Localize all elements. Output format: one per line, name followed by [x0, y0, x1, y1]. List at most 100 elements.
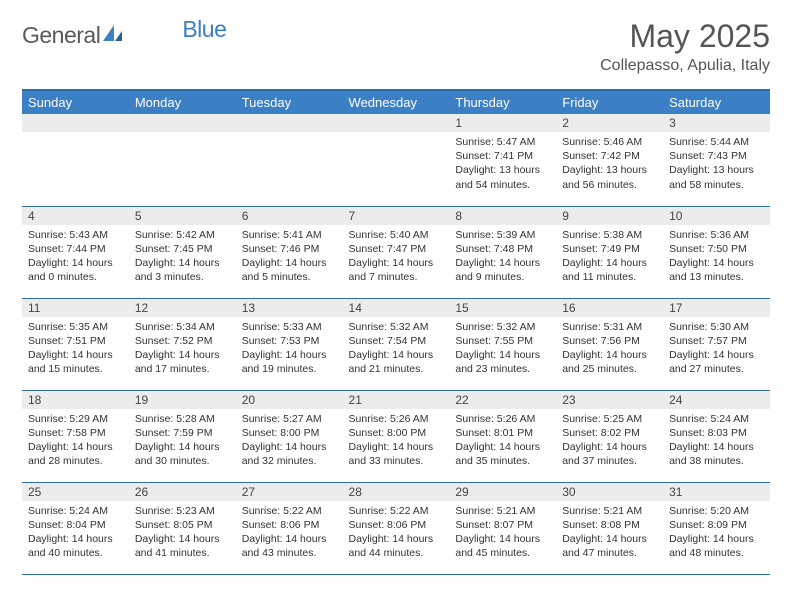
day-number	[343, 114, 450, 132]
daylight-text: Daylight: 14 hours and 45 minutes.	[455, 532, 550, 560]
day-detail: Sunrise: 5:29 AMSunset: 7:58 PMDaylight:…	[22, 409, 129, 473]
day-number: 16	[556, 299, 663, 317]
day-cell: 28Sunrise: 5:22 AMSunset: 8:06 PMDayligh…	[343, 482, 450, 574]
sunrise-text: Sunrise: 5:39 AM	[455, 228, 550, 242]
day-number: 1	[449, 114, 556, 132]
day-cell: 29Sunrise: 5:21 AMSunset: 8:07 PMDayligh…	[449, 482, 556, 574]
day-cell: 6Sunrise: 5:41 AMSunset: 7:46 PMDaylight…	[236, 206, 343, 298]
calendar-table: SundayMondayTuesdayWednesdayThursdayFrid…	[22, 89, 770, 575]
daylight-text: Daylight: 13 hours and 56 minutes.	[562, 163, 657, 191]
day-number: 11	[22, 299, 129, 317]
daylight-text: Daylight: 13 hours and 58 minutes.	[669, 163, 764, 191]
sunrise-text: Sunrise: 5:33 AM	[242, 320, 337, 334]
sunrise-text: Sunrise: 5:32 AM	[349, 320, 444, 334]
sunrise-text: Sunrise: 5:22 AM	[349, 504, 444, 518]
day-number: 13	[236, 299, 343, 317]
sunrise-text: Sunrise: 5:34 AM	[135, 320, 230, 334]
day-number: 25	[22, 483, 129, 501]
sunrise-text: Sunrise: 5:43 AM	[28, 228, 123, 242]
day-cell: 26Sunrise: 5:23 AMSunset: 8:05 PMDayligh…	[129, 482, 236, 574]
sunset-text: Sunset: 7:43 PM	[669, 149, 764, 163]
sunset-text: Sunset: 8:00 PM	[242, 426, 337, 440]
dow-header: Tuesday	[236, 90, 343, 114]
day-number: 8	[449, 207, 556, 225]
day-cell: 12Sunrise: 5:34 AMSunset: 7:52 PMDayligh…	[129, 298, 236, 390]
sunrise-text: Sunrise: 5:38 AM	[562, 228, 657, 242]
daylight-text: Daylight: 14 hours and 11 minutes.	[562, 256, 657, 284]
daylight-text: Daylight: 14 hours and 28 minutes.	[28, 440, 123, 468]
week-row: 11Sunrise: 5:35 AMSunset: 7:51 PMDayligh…	[22, 298, 770, 390]
day-cell: 3Sunrise: 5:44 AMSunset: 7:43 PMDaylight…	[663, 114, 770, 206]
sunrise-text: Sunrise: 5:42 AM	[135, 228, 230, 242]
sunset-text: Sunset: 8:06 PM	[242, 518, 337, 532]
day-detail: Sunrise: 5:38 AMSunset: 7:49 PMDaylight:…	[556, 225, 663, 289]
week-row: 18Sunrise: 5:29 AMSunset: 7:58 PMDayligh…	[22, 390, 770, 482]
day-cell	[22, 114, 129, 206]
day-number: 12	[129, 299, 236, 317]
day-number: 30	[556, 483, 663, 501]
day-number: 9	[556, 207, 663, 225]
sunrise-text: Sunrise: 5:36 AM	[669, 228, 764, 242]
day-cell: 8Sunrise: 5:39 AMSunset: 7:48 PMDaylight…	[449, 206, 556, 298]
sunset-text: Sunset: 7:50 PM	[669, 242, 764, 256]
day-number: 6	[236, 207, 343, 225]
day-number: 7	[343, 207, 450, 225]
day-detail: Sunrise: 5:43 AMSunset: 7:44 PMDaylight:…	[22, 225, 129, 289]
day-detail: Sunrise: 5:42 AMSunset: 7:45 PMDaylight:…	[129, 225, 236, 289]
daylight-text: Daylight: 14 hours and 37 minutes.	[562, 440, 657, 468]
sunset-text: Sunset: 7:56 PM	[562, 334, 657, 348]
day-number: 3	[663, 114, 770, 132]
sunset-text: Sunset: 8:04 PM	[28, 518, 123, 532]
daylight-text: Daylight: 14 hours and 23 minutes.	[455, 348, 550, 376]
daylight-text: Daylight: 14 hours and 48 minutes.	[669, 532, 764, 560]
day-detail: Sunrise: 5:35 AMSunset: 7:51 PMDaylight:…	[22, 317, 129, 381]
day-cell: 17Sunrise: 5:30 AMSunset: 7:57 PMDayligh…	[663, 298, 770, 390]
daylight-text: Daylight: 14 hours and 9 minutes.	[455, 256, 550, 284]
day-number: 27	[236, 483, 343, 501]
sunrise-text: Sunrise: 5:41 AM	[242, 228, 337, 242]
dow-header: Monday	[129, 90, 236, 114]
day-cell: 19Sunrise: 5:28 AMSunset: 7:59 PMDayligh…	[129, 390, 236, 482]
day-cell: 23Sunrise: 5:25 AMSunset: 8:02 PMDayligh…	[556, 390, 663, 482]
day-number: 21	[343, 391, 450, 409]
sunset-text: Sunset: 7:57 PM	[669, 334, 764, 348]
sunset-text: Sunset: 7:46 PM	[242, 242, 337, 256]
sunset-text: Sunset: 7:59 PM	[135, 426, 230, 440]
day-cell: 25Sunrise: 5:24 AMSunset: 8:04 PMDayligh…	[22, 482, 129, 574]
day-detail: Sunrise: 5:27 AMSunset: 8:00 PMDaylight:…	[236, 409, 343, 473]
day-number: 20	[236, 391, 343, 409]
sunrise-text: Sunrise: 5:26 AM	[455, 412, 550, 426]
daylight-text: Daylight: 14 hours and 0 minutes.	[28, 256, 123, 284]
day-detail: Sunrise: 5:34 AMSunset: 7:52 PMDaylight:…	[129, 317, 236, 381]
day-cell: 31Sunrise: 5:20 AMSunset: 8:09 PMDayligh…	[663, 482, 770, 574]
week-row: 4Sunrise: 5:43 AMSunset: 7:44 PMDaylight…	[22, 206, 770, 298]
day-cell: 13Sunrise: 5:33 AMSunset: 7:53 PMDayligh…	[236, 298, 343, 390]
day-cell: 1Sunrise: 5:47 AMSunset: 7:41 PMDaylight…	[449, 114, 556, 206]
day-detail: Sunrise: 5:22 AMSunset: 8:06 PMDaylight:…	[343, 501, 450, 565]
sunrise-text: Sunrise: 5:22 AM	[242, 504, 337, 518]
daylight-text: Daylight: 14 hours and 38 minutes.	[669, 440, 764, 468]
dow-header: Friday	[556, 90, 663, 114]
sunset-text: Sunset: 7:58 PM	[28, 426, 123, 440]
day-number: 2	[556, 114, 663, 132]
daylight-text: Daylight: 14 hours and 17 minutes.	[135, 348, 230, 376]
day-number: 28	[343, 483, 450, 501]
day-detail: Sunrise: 5:46 AMSunset: 7:42 PMDaylight:…	[556, 132, 663, 196]
sunrise-text: Sunrise: 5:46 AM	[562, 135, 657, 149]
sunset-text: Sunset: 8:03 PM	[669, 426, 764, 440]
daylight-text: Daylight: 14 hours and 43 minutes.	[242, 532, 337, 560]
sunset-text: Sunset: 7:51 PM	[28, 334, 123, 348]
dow-header: Thursday	[449, 90, 556, 114]
day-detail: Sunrise: 5:47 AMSunset: 7:41 PMDaylight:…	[449, 132, 556, 196]
logo-word2: Blue	[182, 16, 226, 43]
logo: General Blue	[22, 18, 226, 49]
daylight-text: Daylight: 13 hours and 54 minutes.	[455, 163, 550, 191]
day-number: 5	[129, 207, 236, 225]
day-detail: Sunrise: 5:39 AMSunset: 7:48 PMDaylight:…	[449, 225, 556, 289]
sunrise-text: Sunrise: 5:29 AM	[28, 412, 123, 426]
day-detail: Sunrise: 5:24 AMSunset: 8:03 PMDaylight:…	[663, 409, 770, 473]
day-cell: 18Sunrise: 5:29 AMSunset: 7:58 PMDayligh…	[22, 390, 129, 482]
sunrise-text: Sunrise: 5:21 AM	[455, 504, 550, 518]
day-detail: Sunrise: 5:44 AMSunset: 7:43 PMDaylight:…	[663, 132, 770, 196]
sunrise-text: Sunrise: 5:24 AM	[28, 504, 123, 518]
